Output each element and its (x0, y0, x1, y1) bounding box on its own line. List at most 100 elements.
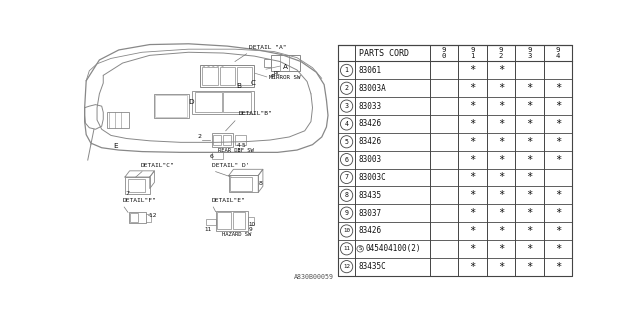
Bar (271, 55, 300, 71)
Text: A: A (283, 64, 288, 70)
Text: 9: 9 (248, 227, 252, 232)
Text: 83426: 83426 (358, 137, 381, 146)
Text: *: * (469, 262, 476, 272)
Text: 5: 5 (344, 139, 349, 145)
Text: DETAIL"F": DETAIL"F" (123, 198, 156, 204)
Text: DETAIL"B": DETAIL"B" (239, 111, 273, 116)
Bar (125, 177, 150, 194)
Text: E: E (113, 143, 118, 149)
Text: *: * (555, 101, 561, 111)
Text: *: * (555, 226, 561, 236)
Text: PARTS CORD: PARTS CORD (359, 49, 409, 58)
Text: 83003C: 83003C (358, 173, 386, 182)
Bar (200, 65, 254, 87)
Bar (237, 67, 252, 84)
Text: 6: 6 (344, 156, 349, 163)
Text: 4: 4 (344, 121, 349, 127)
Bar (264, 59, 271, 67)
Text: *: * (469, 119, 476, 129)
Bar (213, 135, 221, 145)
Bar (131, 213, 138, 222)
Text: *: * (469, 226, 476, 236)
Text: *: * (469, 137, 476, 147)
Text: *: * (469, 155, 476, 164)
Text: DETAIL"C": DETAIL"C" (140, 163, 174, 168)
Text: *: * (526, 155, 532, 164)
Text: 12: 12 (343, 264, 350, 269)
Bar (217, 212, 231, 229)
Text: DETAIL"E": DETAIL"E" (212, 198, 246, 204)
Text: *: * (498, 226, 504, 236)
Text: 8: 8 (259, 181, 262, 186)
Text: *: * (498, 155, 504, 164)
Bar (235, 135, 246, 145)
Text: *: * (498, 137, 504, 147)
Text: 11: 11 (343, 246, 350, 251)
Text: HAZARD SW: HAZARD SW (222, 232, 251, 236)
Text: *: * (555, 119, 561, 129)
Bar (220, 67, 235, 84)
Text: 9
4: 9 4 (556, 47, 560, 59)
Text: *: * (498, 119, 504, 129)
Text: 8: 8 (344, 192, 349, 198)
Text: 3: 3 (237, 148, 240, 153)
Bar (195, 92, 222, 112)
Text: B: B (236, 83, 241, 89)
Bar (129, 212, 146, 223)
Bar (107, 112, 129, 129)
Text: 83003A: 83003A (358, 84, 386, 93)
Text: *: * (498, 101, 504, 111)
Text: 10: 10 (248, 222, 255, 227)
Bar (206, 219, 216, 225)
Bar (154, 94, 189, 118)
Text: *: * (469, 208, 476, 218)
Bar (212, 152, 223, 159)
Text: *: * (555, 137, 561, 147)
Text: 4: 4 (237, 143, 240, 148)
Text: 3: 3 (344, 103, 349, 109)
Bar (155, 95, 187, 117)
Text: 83426: 83426 (358, 227, 381, 236)
Text: 7: 7 (125, 191, 129, 196)
Text: 83037: 83037 (358, 209, 381, 218)
Text: *: * (498, 83, 504, 93)
Text: 2: 2 (198, 134, 202, 140)
Text: C: C (251, 80, 256, 86)
Text: *: * (526, 172, 532, 182)
Text: *: * (498, 262, 504, 272)
Bar (193, 91, 254, 114)
Text: RC: RC (274, 71, 281, 76)
Text: 9
3: 9 3 (527, 47, 532, 59)
Text: 83435C: 83435C (358, 262, 386, 271)
Text: *: * (555, 262, 561, 272)
Text: DETAIL "A": DETAIL "A" (249, 45, 287, 50)
Text: *: * (469, 65, 476, 76)
Text: *: * (526, 226, 532, 236)
Bar (229, 175, 259, 192)
Text: *: * (498, 208, 504, 218)
Text: 1: 1 (344, 68, 349, 73)
Text: 83435: 83435 (358, 191, 381, 200)
Text: 2: 2 (344, 85, 349, 91)
Text: 9
1: 9 1 (470, 47, 474, 59)
Bar (338, 44, 572, 276)
Text: *: * (498, 244, 504, 254)
Text: *: * (555, 208, 561, 218)
Text: 83426: 83426 (358, 119, 381, 128)
Bar (223, 92, 250, 112)
Text: 6: 6 (209, 154, 213, 159)
Text: *: * (526, 190, 532, 200)
Bar (230, 177, 252, 191)
Text: 9
0: 9 0 (442, 47, 446, 59)
Text: *: * (498, 190, 504, 200)
Text: 10: 10 (343, 228, 350, 234)
Text: A830B00059: A830B00059 (294, 274, 334, 280)
Text: 83061: 83061 (358, 66, 381, 75)
Text: *: * (469, 83, 476, 93)
Text: *: * (555, 190, 561, 200)
Bar (128, 179, 145, 192)
Text: *: * (469, 172, 476, 182)
Text: *: * (498, 172, 504, 182)
Text: *: * (526, 244, 532, 254)
Text: 11: 11 (204, 227, 211, 232)
